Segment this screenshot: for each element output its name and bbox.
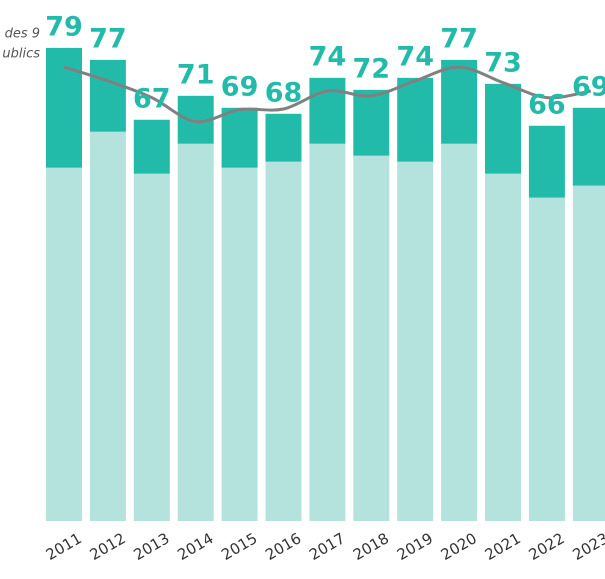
bar-segment <box>221 167 258 521</box>
bar-segment <box>353 89 390 156</box>
bar-segment <box>265 161 302 522</box>
bar-segment <box>133 173 170 521</box>
x-tick-label: 2013 <box>131 529 173 564</box>
x-tick-label: 2021 <box>482 529 524 564</box>
bar-segment <box>46 167 82 521</box>
x-tick-label: 2011 <box>43 529 85 564</box>
annotation: des 9 <box>5 27 40 42</box>
x-tick-label: 2012 <box>87 529 129 564</box>
bar-segment <box>528 197 565 521</box>
x-tick-label: 2017 <box>306 529 348 564</box>
bar-segment <box>309 143 346 522</box>
bar-segment <box>133 119 170 174</box>
x-tick-label: 2023 <box>570 529 605 564</box>
bar-segment <box>89 59 126 132</box>
bar-segment <box>265 113 302 162</box>
x-tick-label: 2022 <box>526 529 568 564</box>
x-tick-label: 2018 <box>350 529 392 564</box>
total-label: 72 <box>353 53 391 84</box>
bar-segment <box>353 155 390 521</box>
annotation: ublics <box>2 47 40 62</box>
bar-segment <box>309 77 346 144</box>
bar-segment <box>528 125 565 198</box>
bar-segment <box>485 173 521 521</box>
bar-segment <box>221 107 258 168</box>
bar-segment <box>441 143 478 522</box>
total-label: 69 <box>221 71 259 102</box>
total-label: 74 <box>396 41 434 72</box>
bar-segment <box>397 77 434 162</box>
x-tick-label: 2019 <box>394 529 436 564</box>
bar-segment <box>46 47 82 168</box>
total-label: 67 <box>133 83 171 114</box>
total-label: 68 <box>265 77 303 108</box>
total-label: 73 <box>484 47 522 78</box>
x-tick-label: 2016 <box>262 529 304 564</box>
total-label: 69 <box>572 71 605 102</box>
total-label: 74 <box>309 41 347 72</box>
bar-segment <box>441 59 478 144</box>
bar-segment <box>572 107 605 186</box>
bar-segment <box>89 131 126 521</box>
total-label: 79 <box>45 11 83 42</box>
x-tick-label: 2020 <box>438 529 480 564</box>
bar-segment <box>572 185 605 521</box>
total-label: 71 <box>177 59 215 90</box>
bar-segment <box>485 83 521 174</box>
total-label: 66 <box>528 89 566 120</box>
bar-segment <box>397 161 434 522</box>
x-tick-label: 2014 <box>174 529 216 564</box>
line <box>63 65 592 124</box>
total-label: 77 <box>89 23 127 54</box>
total-label: 77 <box>440 23 478 54</box>
x-tick-label: 2015 <box>218 529 260 564</box>
bar-segment <box>177 143 214 522</box>
